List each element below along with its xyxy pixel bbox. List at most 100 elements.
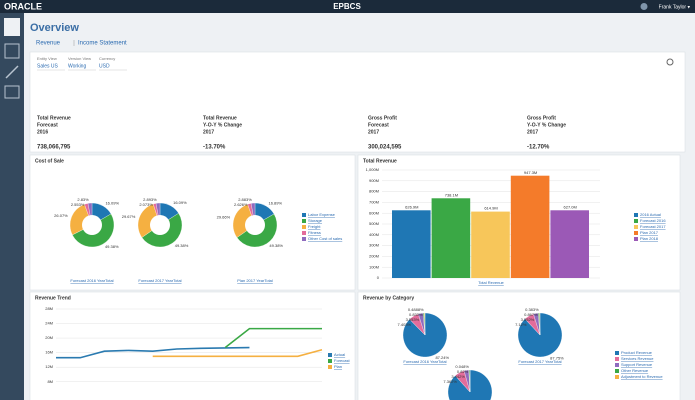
user-menu[interactable]: Frank Taylor ▾ <box>659 4 691 10</box>
kpi-title: Total Revenue <box>37 115 71 121</box>
pie-caption[interactable]: Plan 2017 YearTotal <box>237 278 273 283</box>
line-series <box>224 327 322 349</box>
panel-title: Revenue Trend <box>35 295 71 301</box>
logo: ORACLE <box>4 1 42 11</box>
bar <box>392 210 431 278</box>
y-tick-label: 300M <box>369 243 379 248</box>
pie-caption[interactable]: Forecast 2017 YearTotal <box>138 278 181 283</box>
pie-label: 2.553% <box>71 202 85 207</box>
bar-value-label: 947.3M <box>524 170 537 175</box>
y-tick-label: 700M <box>369 199 379 204</box>
pie-label: 0.4888% <box>408 307 424 312</box>
kpi-year: 2017 <box>368 129 379 135</box>
nav-icon[interactable] <box>4 18 20 36</box>
app-name: EPBCS <box>333 2 361 11</box>
sidebar <box>0 13 24 400</box>
legend-label: Other Cost of sales <box>308 236 342 241</box>
pie-label: 0.048% <box>455 364 469 369</box>
legend-label: Freight <box>308 224 321 229</box>
donut-hole <box>82 215 102 235</box>
kpi-value: 300,024,595 <box>368 145 402 151</box>
pie-label: 87.75% <box>550 355 564 360</box>
legend-swatch <box>302 237 306 241</box>
nav-icon[interactable] <box>4 43 20 59</box>
pie-label: 0.833% <box>409 312 423 317</box>
top-bar <box>0 0 695 13</box>
pie-slice <box>232 204 256 238</box>
legend-swatch <box>302 219 306 223</box>
legend-swatch <box>328 365 332 369</box>
tab[interactable]: Income Statement <box>78 41 127 47</box>
kpi-title: Gross Profit <box>527 115 556 121</box>
legend-label: Plan <box>334 364 342 369</box>
legend-swatch <box>302 225 306 229</box>
legend-label: Support Revenue <box>621 362 653 367</box>
line-series <box>152 348 323 358</box>
y-tick-label: 400M <box>369 232 379 237</box>
y-tick-label: 12M <box>45 364 53 369</box>
panel <box>29 291 356 400</box>
tab[interactable]: Revenue <box>36 41 61 47</box>
legend-swatch <box>615 357 619 361</box>
panel-title: Total Revenue <box>363 158 397 164</box>
legend-label: Labor Expense <box>308 212 336 217</box>
kpi-year: 2016 <box>37 129 48 135</box>
legend-label: Adjustment to Revenue <box>621 374 663 379</box>
legend-label: 2016 Actual <box>640 212 661 217</box>
kpi-measure: Y-O-Y % Change <box>203 122 242 128</box>
kpi-value: -12.70% <box>527 145 550 151</box>
pie-label: 2.883% <box>238 197 252 202</box>
pov-value[interactable]: Working <box>68 63 86 69</box>
settings-icon[interactable] <box>666 58 674 66</box>
kpi-title: Gross Profit <box>368 115 397 121</box>
pov-value[interactable]: USD <box>99 63 110 69</box>
pie-slice <box>137 203 161 238</box>
pov-panel <box>29 51 686 153</box>
legend-label: Forecast <box>334 358 350 363</box>
legend-swatch <box>615 375 619 379</box>
donut-hole <box>245 215 265 235</box>
legend-swatch <box>634 237 638 241</box>
kpi-measure: Forecast <box>368 122 389 128</box>
legend-swatch <box>615 351 619 355</box>
pie-label: 0.383% <box>525 307 539 312</box>
nav-icon[interactable] <box>5 65 19 79</box>
y-tick-label: 1,000M <box>366 167 379 172</box>
pie-slice <box>539 312 541 336</box>
pie-caption[interactable]: Forecast 2016 YearTotal <box>70 278 113 283</box>
bar <box>510 175 550 278</box>
kpi-value: -13.70% <box>203 145 226 151</box>
pie-label: 49.38% <box>175 243 189 248</box>
pie-label: 16.89% <box>268 200 282 205</box>
bar-value-label: 626.9M <box>405 204 418 209</box>
pie-label: 3.442% <box>451 374 465 379</box>
pie-label: 7.362% <box>443 379 457 384</box>
pie-label: 29.67% <box>122 214 136 219</box>
y-tick-label: 8M <box>47 379 53 384</box>
kpi-measure: Y-O-Y % Change <box>527 122 566 128</box>
page-title: Overview <box>30 22 79 34</box>
legend-label: Plan 2017 <box>640 230 659 235</box>
donut-hole <box>150 215 170 235</box>
bar-value-label: 614.9M <box>484 206 497 211</box>
bar <box>471 211 510 278</box>
bar <box>431 198 471 278</box>
legend-label: Plan 2018 <box>640 236 659 241</box>
legend-label: Other Revenue <box>621 368 649 373</box>
user-icon[interactable] <box>640 3 648 10</box>
kpi-measure: Forecast <box>37 122 58 128</box>
pie-label: 16.09% <box>173 200 187 205</box>
pov-value[interactable]: Sales US <box>37 63 59 69</box>
pie-caption[interactable]: Forecast 2016 YearTotal <box>403 359 446 364</box>
nav-icon[interactable] <box>4 85 20 99</box>
y-tick-label: 600M <box>369 210 379 215</box>
y-tick-label: 0 <box>377 275 380 280</box>
pie-label: 3.552% <box>521 317 535 322</box>
legend-label: Product Revenue <box>621 350 653 355</box>
legend-swatch <box>634 219 638 223</box>
pie-caption[interactable]: Forecast 2017 YearTotal <box>518 359 561 364</box>
pie-label: 2.83% <box>77 197 89 202</box>
kpi-year: 2017 <box>203 129 214 135</box>
line-series <box>56 346 250 359</box>
bar-value-label: 627.0M <box>564 204 577 209</box>
